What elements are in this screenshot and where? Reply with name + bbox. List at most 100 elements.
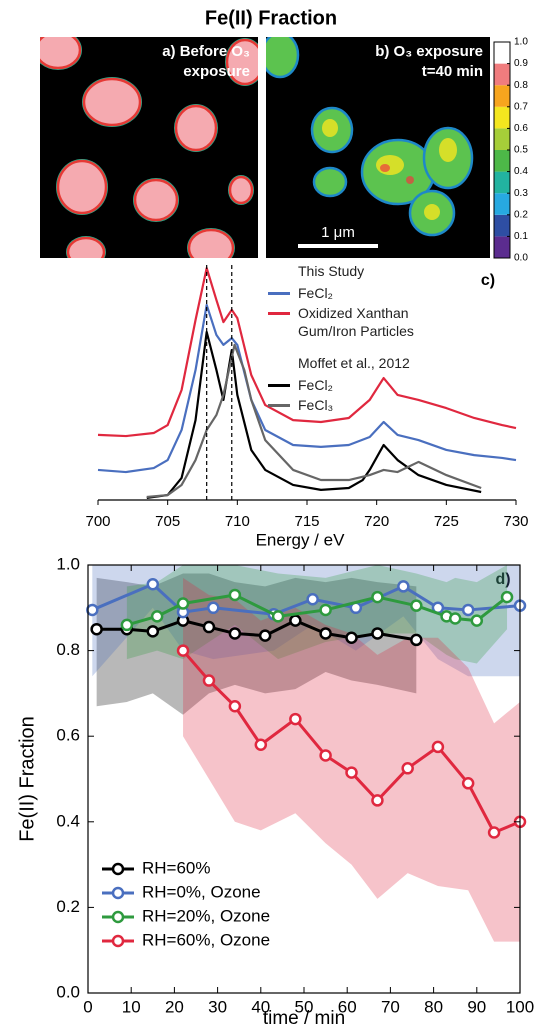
x-tick-label: 0 — [83, 997, 92, 1016]
legend: This Study FeCl₂ Oxidized Xanthan Gum/Iron… — [268, 262, 488, 416]
series-line — [97, 303, 517, 474]
legend-swatch — [268, 404, 290, 407]
data-point — [202, 620, 216, 634]
x-tick-label: 10 — [122, 997, 141, 1016]
figure-title: Fe(II) Fraction — [205, 7, 337, 29]
data-point — [150, 610, 164, 623]
colorbar-segment — [494, 85, 510, 107]
data-point — [146, 625, 160, 638]
colorbar-tick-label: 1.0 — [514, 37, 528, 48]
data-point — [90, 622, 103, 636]
legend-entry: FeCl₂ — [268, 284, 488, 302]
data-point — [345, 766, 358, 779]
data-point — [228, 627, 242, 640]
data-point — [202, 674, 216, 687]
y-axis-title: Fe(II) Fraction — [16, 716, 38, 842]
x-tick-label: 40 — [251, 997, 270, 1016]
legend-marker — [111, 886, 125, 900]
data-point — [319, 749, 332, 762]
data-point — [306, 592, 319, 606]
data-point — [271, 610, 285, 623]
colorbar-segment — [494, 193, 510, 215]
colorbar-tick-label: 0.0 — [514, 253, 528, 264]
legend-swatch — [268, 292, 290, 295]
data-point — [86, 603, 99, 617]
plot-area — [97, 266, 517, 499]
x-tick-label: 70 — [381, 997, 400, 1016]
legend-heading: Moffet et al., 2012 — [298, 355, 410, 371]
colorbar-tick-label: 0.9 — [514, 58, 528, 69]
legend-entry: Oxidized Xanthan Gum/Iron Particles — [268, 304, 488, 340]
data-point — [431, 740, 445, 754]
colorbar-segment — [494, 63, 510, 86]
panel-label: b) O₃ exposure — [375, 43, 483, 60]
data-point — [371, 627, 384, 640]
data-point — [461, 603, 475, 617]
y-tick-label: 0.0 — [56, 982, 80, 1001]
data-point — [254, 738, 268, 752]
data-point — [176, 644, 190, 657]
colorbar-segment — [494, 42, 510, 64]
series-line — [146, 330, 482, 499]
colorbar-tick-label: 0.1 — [514, 231, 528, 242]
legend-entry: FeCl₃ — [268, 396, 488, 414]
data-point — [500, 590, 514, 604]
data-point — [487, 826, 501, 839]
data-point — [176, 597, 190, 610]
colorbar-segment — [494, 106, 510, 129]
data-point — [319, 603, 332, 617]
x-tick-label: 710 — [225, 513, 250, 530]
legend-swatch — [268, 384, 290, 387]
error-band — [96, 573, 417, 715]
panel-label: c) — [481, 272, 495, 289]
x-tick-label: 20 — [165, 997, 184, 1016]
x-tick-label: 80 — [424, 997, 443, 1016]
legend-marker — [111, 934, 125, 948]
image-a — [40, 37, 258, 258]
data-point — [258, 629, 272, 642]
data-point — [228, 588, 242, 602]
y-tick-label: 0.4 — [56, 811, 80, 830]
colorbar-segment — [494, 128, 510, 150]
data-point — [448, 612, 462, 625]
error-band — [183, 577, 521, 942]
colorbar-segment — [494, 150, 510, 172]
legend-label: FeCl₃ — [298, 397, 334, 413]
data-point — [319, 627, 332, 640]
legend-marker — [111, 862, 125, 876]
image-b — [266, 37, 490, 258]
legend-label: RH=60% — [142, 858, 211, 877]
colorbar-segment — [494, 236, 510, 258]
y-tick-label: 1.0 — [56, 554, 80, 573]
legend-label: RH=20%, Ozone — [142, 906, 270, 925]
data-point — [228, 699, 242, 713]
x-tick-label: 730 — [503, 513, 528, 530]
x-tick-label: 720 — [364, 513, 389, 530]
data-point — [120, 618, 134, 632]
x-tick-label: 90 — [467, 997, 486, 1016]
data-point — [371, 794, 384, 807]
scale-bar-label: 1 μm — [321, 224, 355, 241]
colorbar-segment — [494, 171, 510, 194]
panel-label: a) Before O₃ — [162, 43, 250, 60]
series-line — [97, 266, 517, 438]
legend-label: FeCl₂ — [298, 377, 333, 393]
colorbar-tick-label: 0.5 — [514, 145, 528, 156]
panel-label: t=40 min — [422, 63, 483, 80]
plot-area — [86, 565, 527, 942]
data-point — [207, 601, 220, 615]
data-point — [397, 580, 410, 593]
data-point — [470, 614, 484, 627]
panel-label: d) — [495, 571, 510, 588]
data-point — [371, 590, 384, 604]
x-tick-label: 705 — [155, 513, 180, 530]
x-tick-label: 715 — [294, 513, 319, 530]
legend-label: RH=0%, Ozone — [142, 882, 261, 901]
legend-label: FeCl₂ — [298, 285, 333, 301]
x-tick-label: 50 — [295, 997, 314, 1016]
colorbar-tick-label: 0.7 — [514, 101, 528, 112]
x-axis-title: Energy / eV — [256, 530, 345, 549]
data-point — [289, 614, 302, 627]
